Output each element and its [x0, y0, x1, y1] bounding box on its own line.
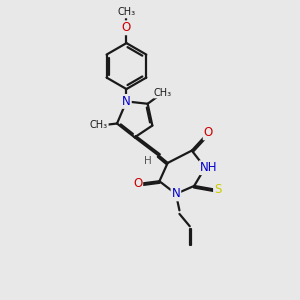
Text: NH: NH	[200, 161, 217, 174]
Text: N: N	[122, 95, 131, 108]
Text: O: O	[133, 177, 142, 190]
Text: O: O	[122, 21, 131, 34]
Text: CH₃: CH₃	[117, 8, 136, 17]
Text: N: N	[172, 188, 180, 200]
Text: O: O	[204, 126, 213, 140]
Text: CH₃: CH₃	[154, 88, 172, 98]
Text: CH₃: CH₃	[90, 120, 108, 130]
Text: S: S	[214, 183, 221, 196]
Text: H: H	[144, 156, 152, 166]
